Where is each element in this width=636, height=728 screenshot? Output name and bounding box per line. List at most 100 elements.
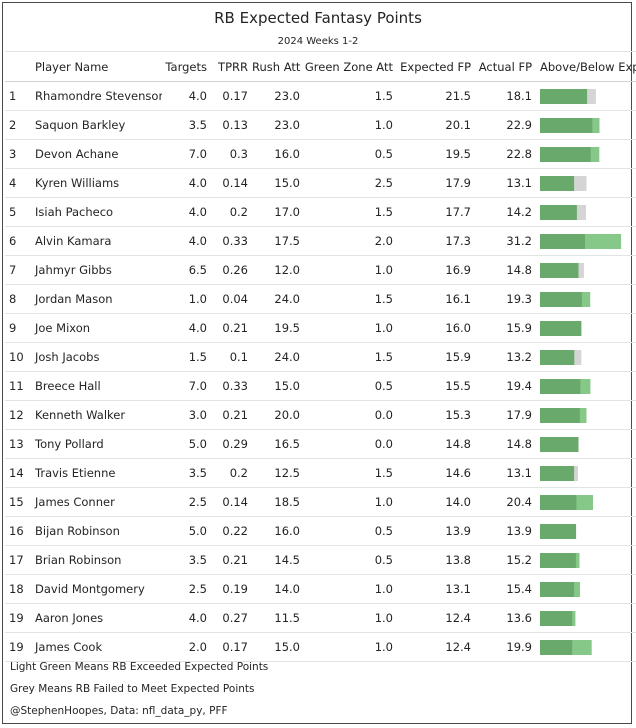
targets-cell: 2.0 — [162, 632, 209, 662]
header-targets[interactable]: Targets — [162, 51, 209, 82]
targets-cell: 3.5 — [162, 458, 209, 488]
fp-bar-base — [540, 639, 573, 655]
table-row[interactable]: 6 Alvin Kamara 4.0 0.33 17.5 2.0 17.3 31.2 — [5, 226, 636, 256]
fp-bar-base — [540, 610, 573, 626]
header-rank[interactable] — [5, 51, 29, 82]
rank-cell: 5 — [5, 197, 29, 227]
rush-att-cell: 15.0 — [250, 168, 302, 198]
tprr-cell: 0.13 — [209, 110, 250, 140]
table-row[interactable]: 5 Isiah Pacheco 4.0 0.2 17.0 1.5 17.7 14.2 — [5, 197, 636, 227]
player-name-cell: Alvin Kamara — [29, 226, 162, 256]
green-zone-att-cell: 1.0 — [302, 574, 395, 604]
chart-title: RB Expected Fantasy Points — [214, 9, 422, 27]
table-row[interactable]: 4 Kyren Williams 4.0 0.14 15.0 2.5 17.9 13.1 — [5, 168, 636, 198]
player-name-cell: David Montgomery — [29, 574, 162, 604]
table-row[interactable]: 10 Josh Jacobs 1.5 0.1 24.0 1.5 15.9 13.2 — [5, 342, 636, 372]
actual-fp-cell: 14.8 — [473, 255, 534, 285]
targets-cell: 3.5 — [162, 110, 209, 140]
targets-cell: 7.0 — [162, 139, 209, 169]
fp-bar-base — [540, 552, 576, 568]
table-row[interactable]: 15 James Conner 2.5 0.14 18.5 1.0 14.0 20.4 — [5, 487, 636, 517]
fp-bar-base — [540, 581, 575, 597]
header-player-name[interactable]: Player Name — [29, 51, 162, 82]
green-zone-att-cell: 1.0 — [302, 632, 395, 662]
table-row[interactable]: 18 David Montgomery 2.5 0.19 14.0 1.0 13.1 15.4 — [5, 574, 636, 604]
above-below-bar-chart — [540, 523, 577, 539]
actual-fp-cell: 13.1 — [473, 168, 534, 198]
rush-att-cell: 14.0 — [250, 574, 302, 604]
rank-cell: 7 — [5, 255, 29, 285]
above-below-bar-chart — [540, 581, 580, 597]
tprr-cell: 0.33 — [209, 226, 250, 256]
header-above-below-expected[interactable]: Above/Below Expected — [534, 51, 636, 82]
actual-fp-cell: 15.2 — [473, 545, 534, 575]
tprr-cell: 0.17 — [209, 81, 250, 111]
above-below-bar-chart — [540, 175, 587, 191]
above-below-expected-cell — [534, 632, 636, 662]
green-zone-att-cell: 1.5 — [302, 342, 395, 372]
fp-bar-base — [540, 349, 575, 365]
rank-cell: 16 — [5, 516, 29, 546]
player-name-cell: Kyren Williams — [29, 168, 162, 198]
above-below-bar-chart — [540, 88, 596, 104]
fp-bar-base — [540, 204, 577, 220]
player-name-cell: Travis Etienne — [29, 458, 162, 488]
targets-cell: 3.5 — [162, 545, 209, 575]
fp-bar-base — [540, 175, 575, 191]
table-row[interactable]: 7 Jahmyr Gibbs 6.5 0.26 12.0 1.0 16.9 14.8 — [5, 255, 636, 285]
header-expected-fp[interactable]: Expected FP — [395, 51, 473, 82]
expected-fp-cell: 15.3 — [395, 400, 473, 430]
header-tprr[interactable]: TPRR — [209, 51, 250, 82]
expected-fp-cell: 12.4 — [395, 603, 473, 633]
table-row[interactable]: 16 Bijan Robinson 5.0 0.22 16.0 0.5 13.9 13.9 — [5, 516, 636, 546]
above-below-expected-cell — [534, 574, 636, 604]
table-row[interactable]: 19 Aaron Jones 4.0 0.27 11.5 1.0 12.4 13.6 — [5, 603, 636, 633]
table-body: 1 Rhamondre Stevenson 4.0 0.17 23.0 1.5 21.5 18… — [5, 81, 636, 662]
rank-cell: 4 — [5, 168, 29, 198]
table-row[interactable]: 9 Joe Mixon 4.0 0.21 19.5 1.0 16.0 15.9 — [5, 313, 636, 343]
header-green-zone-att[interactable]: Green Zone Att — [302, 51, 395, 82]
tprr-cell: 0.21 — [209, 400, 250, 430]
table-row[interactable]: 14 Travis Etienne 3.5 0.2 12.5 1.5 14.6 13.1 — [5, 458, 636, 488]
above-below-bar-chart — [540, 407, 587, 423]
rank-cell: 1 — [5, 81, 29, 111]
footer-source: @StephenHoopes, Data: nfl_data_py, PFF — [10, 705, 228, 717]
green-zone-att-cell: 0.5 — [302, 371, 395, 401]
green-zone-att-cell: 1.5 — [302, 458, 395, 488]
table-row[interactable]: 11 Breece Hall 7.0 0.33 15.0 0.5 15.5 19.4 — [5, 371, 636, 401]
footer-note-exceeded: Light Green Means RB Exceeded Expected P… — [10, 661, 269, 673]
table-row[interactable]: 3 Devon Achane 7.0 0.3 16.0 0.5 19.5 22.8 — [5, 139, 636, 169]
table-row[interactable]: 19 James Cook 2.0 0.17 15.0 1.0 12.4 19.9 — [5, 632, 636, 662]
rank-cell: 19 — [5, 603, 29, 633]
table-row[interactable]: 13 Tony Pollard 5.0 0.29 16.5 0.0 14.8 14.8 — [5, 429, 636, 459]
above-below-bar-chart — [540, 204, 586, 220]
above-below-expected-cell — [534, 516, 636, 546]
table-row[interactable]: 17 Brian Robinson 3.5 0.21 14.5 0.5 13.8 15.2 — [5, 545, 636, 575]
header-actual-fp[interactable]: Actual FP — [473, 51, 534, 82]
expected-fp-cell: 14.0 — [395, 487, 473, 517]
fp-bar-base — [540, 88, 588, 104]
table-row[interactable]: 8 Jordan Mason 1.0 0.04 24.0 1.5 16.1 19.3 — [5, 284, 636, 314]
above-below-bar-chart — [540, 291, 591, 307]
above-below-expected-cell — [534, 429, 636, 459]
above-below-bar-chart — [540, 639, 592, 655]
player-name-cell: Saquon Barkley — [29, 110, 162, 140]
rank-cell: 13 — [5, 429, 29, 459]
rush-att-cell: 23.0 — [250, 110, 302, 140]
green-zone-att-cell: 0.5 — [302, 139, 395, 169]
expected-fp-cell: 16.0 — [395, 313, 473, 343]
expected-fp-cell: 17.3 — [395, 226, 473, 256]
rank-cell: 6 — [5, 226, 29, 256]
fp-bar-base — [540, 117, 593, 133]
above-below-bar-chart — [540, 494, 593, 510]
header-rush-att[interactable]: Rush Att — [250, 51, 302, 82]
table-row[interactable]: 2 Saquon Barkley 3.5 0.13 23.0 1.0 20.1 22.9 — [5, 110, 636, 140]
targets-cell: 4.0 — [162, 168, 209, 198]
above-below-expected-cell — [534, 545, 636, 575]
table-row[interactable]: 12 Kenneth Walker 3.0 0.21 20.0 0.0 15.3 17.9 — [5, 400, 636, 430]
player-name-cell: Isiah Pacheco — [29, 197, 162, 227]
above-below-expected-cell — [534, 458, 636, 488]
targets-cell: 4.0 — [162, 603, 209, 633]
table-row[interactable]: 1 Rhamondre Stevenson 4.0 0.17 23.0 1.5 21.5 18… — [5, 81, 636, 111]
player-name-cell: James Cook — [29, 632, 162, 662]
